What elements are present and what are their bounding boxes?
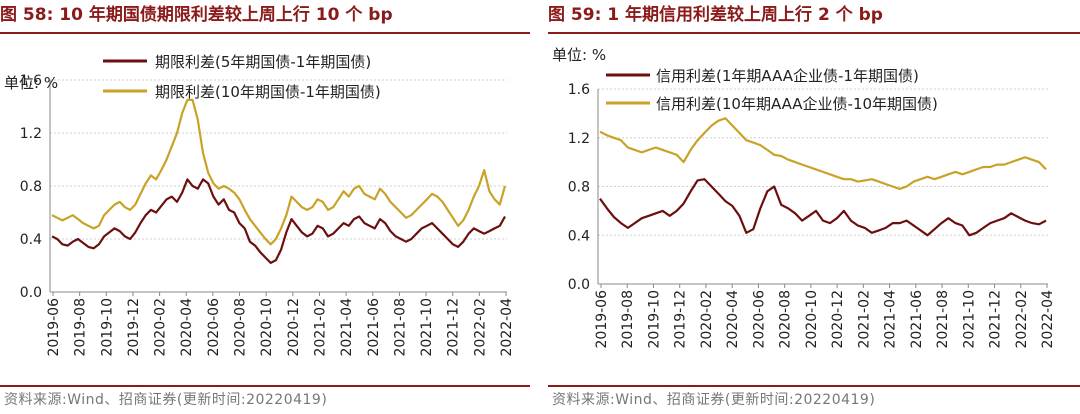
chart-title: 图 58: 10 年期国债期限利差较上周上行 10 个 bp [0, 5, 393, 25]
x-tick-label: 2021-02 [312, 298, 328, 357]
x-tick-label: 2020-02 [699, 290, 715, 349]
x-tick-label: 2020-04 [179, 298, 195, 357]
x-tick-label: 2021-08 [935, 290, 951, 349]
y-tick-label: 0.8 [20, 179, 42, 195]
y-tick-label: 1.6 [20, 73, 42, 89]
y-tick-label: 0.4 [568, 228, 590, 244]
x-tick-label: 2021-06 [909, 290, 925, 349]
x-tick-label: 2020-06 [751, 290, 767, 349]
title-divider [548, 32, 1080, 34]
x-tick-label: 2020-04 [725, 290, 741, 349]
chart-svg: 0.0 0.4 0.8 1.2 1.6 2019-06 2019-08 2019-10 2019… [552, 46, 1056, 349]
x-tick-label: 2021-08 [392, 298, 408, 357]
source-note: 资料来源:Wind、招商证券(更新时间:20220419) [552, 392, 876, 408]
x-tick-label: 2019-10 [99, 298, 115, 357]
series-line-2 [599, 117, 1047, 190]
legend-label: 期限利差(5年期国债-1年期国债) [155, 53, 371, 71]
series-line-1 [51, 178, 506, 264]
x-tick-label: 2022-04 [499, 298, 515, 357]
x-tick-label: 2020-10 [804, 290, 820, 349]
x-tick-label: 2019-12 [126, 298, 142, 357]
x-tick-label: 2021-10 [961, 290, 977, 349]
x-tick-label: 2020-10 [259, 298, 275, 357]
x-tick-label: 2022-02 [1014, 290, 1030, 349]
x-tick-label: 2019-12 [673, 290, 689, 349]
x-tick-label: 2020-08 [778, 290, 794, 349]
x-tick-label: 2021-02 [856, 290, 872, 349]
legend-label: 期限利差(10年期国债-1年期国债) [155, 83, 381, 101]
x-tick-label: 2021-04 [883, 290, 899, 349]
x-tick-label: 2020-06 [206, 298, 222, 357]
source-note: 资料来源:Wind、招商证券(更新时间:20220419) [4, 392, 328, 408]
x-tick-label: 2019-08 [620, 290, 636, 349]
x-tick-label: 2020-12 [286, 298, 302, 357]
x-tick-label: 2021-04 [339, 298, 355, 357]
title-divider [0, 32, 530, 34]
series-line-2 [51, 98, 507, 246]
x-tick-label: 2022-04 [1040, 290, 1056, 349]
x-tick-label: 2021-10 [419, 298, 435, 357]
series-line-1 [599, 178, 1047, 237]
y-tick-label: 0.4 [20, 232, 42, 248]
y-tick-label: 1.2 [20, 126, 42, 142]
x-tick-label: 2021-12 [446, 298, 462, 357]
unit-label: 单位: % [552, 46, 606, 64]
x-tick-label: 2020-02 [153, 298, 169, 357]
chart-svg: 0.0 0.4 0.8 1.2 1.6 2019-06 2019-08 2019-10 2019… [4, 53, 515, 357]
x-tick-label: 2019-10 [646, 290, 662, 349]
x-tick-label: 2021-12 [988, 290, 1004, 349]
chart-title: 图 59: 1 年期信用利差较上周上行 2 个 bp [548, 5, 883, 25]
y-tick-label: 1.2 [568, 131, 590, 147]
x-tick-label: 2021-06 [366, 298, 382, 357]
unit-label: 单位: % [4, 74, 58, 92]
x-tick-label: 2020-12 [830, 290, 846, 349]
chart-panel-59: 图 59: 1 年期信用利差较上周上行 2 个 bp 0.0 0.4 0.8 1.2 1… [548, 0, 1080, 414]
chart-panel-58: 图 58: 10 年期国债期限利差较上周上行 10 个 bp 0.0 0.4 0.8… [0, 0, 530, 414]
x-tick-label: 2019-08 [73, 298, 89, 357]
y-tick-label: 0.0 [568, 277, 590, 293]
x-tick-label: 2022-02 [472, 298, 488, 357]
source-divider [548, 385, 1080, 387]
legend-label: 信用利差(1年期AAA企业债-1年期国债) [656, 67, 919, 85]
x-tick-label: 2019-06 [46, 298, 62, 357]
y-tick-label: 0.0 [20, 285, 42, 301]
y-tick-label: 1.6 [568, 82, 590, 98]
x-tick-label: 2020-08 [233, 298, 249, 357]
y-tick-label: 0.8 [568, 180, 590, 196]
x-tick-label: 2019-06 [594, 290, 610, 349]
source-divider [0, 385, 530, 387]
legend-label: 信用利差(10年期AAA企业债-10年期国债) [656, 95, 938, 113]
